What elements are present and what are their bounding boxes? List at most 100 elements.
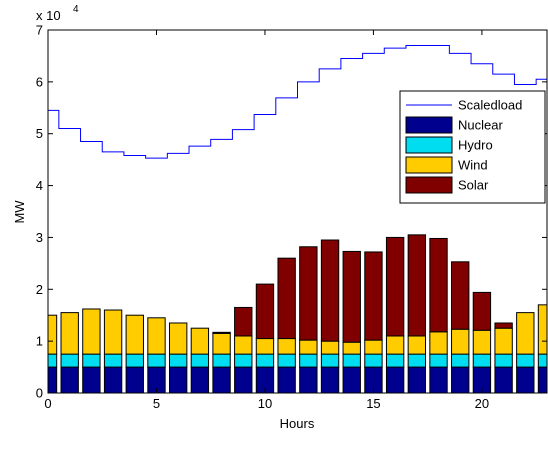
bar-hydro-17 [407,353,427,368]
bar-nuclear-4 [125,366,144,393]
y-axis-exponent-power: 4 [73,4,79,15]
bar-solar-15 [364,251,383,341]
plot-frame [47,29,548,394]
bar-hydro-20 [472,353,492,368]
bars-layer [48,234,547,393]
bar-nuclear-14 [342,366,361,393]
bar-wind-10 [255,338,275,355]
bar-nuclear-19 [451,366,470,393]
bar-nuclear-21 [494,366,513,393]
bar-hydro-16 [385,353,405,368]
bar-nuclear-23 [537,366,547,393]
bar-wind-21 [494,327,513,355]
bar-hydro-19 [451,353,470,368]
legend-label-wind: Wind [458,158,488,173]
bar-wind-14 [342,341,361,355]
bar-solar-16 [385,236,405,337]
y-tick-label: 1 [36,334,43,349]
bar-wind-16 [385,335,405,355]
bar-solar-18 [429,237,448,333]
x-tick-label: 5 [153,396,160,411]
bar-wind-18 [429,331,448,355]
load-line-layer [48,45,547,159]
bar-wind-13 [320,340,340,355]
bar-hydro-12 [299,353,318,368]
legend-label-nuclear: Nuclear [458,118,503,133]
bar-hydro-14 [342,353,361,368]
bar-nuclear-2 [82,366,101,393]
bar-nuclear-13 [320,366,340,393]
legend: Scaledload Nuclear Hydro Wind Solar [399,90,546,204]
bar-wind-8 [212,332,231,355]
y-tick-label: 0 [36,386,43,401]
bar-hydro-4 [125,353,144,368]
legend-label-hydro: Hydro [458,138,493,153]
bar-nuclear-12 [299,366,318,393]
bar-hydro-15 [364,353,383,368]
bar-nuclear-16 [385,366,405,393]
bar-nuclear-18 [429,366,448,393]
bar-solar-12 [299,246,318,341]
bar-solar-11 [277,257,296,340]
bar-nuclear-8 [212,366,231,393]
bar-hydro-18 [429,353,448,368]
bar-hydro-3 [103,353,123,368]
bar-solar-21 [494,322,513,329]
x-tick-label: 0 [44,396,51,411]
bar-wind-19 [451,328,470,355]
bar-nuclear-22 [516,366,535,393]
bar-wind-4 [125,314,144,355]
bar-solar-19 [451,261,470,330]
bar-hydro-7 [190,353,210,368]
legend-swatch-solar [405,176,453,194]
y-tick-label: 5 [36,126,43,141]
bar-wind-2 [82,308,101,355]
y-tick-label: 7 [36,23,43,38]
bar-wind-1 [60,312,79,355]
bar-nuclear-1 [60,366,79,393]
bar-hydro-9 [234,353,253,368]
bar-nuclear-0 [48,366,58,393]
legend-swatch-hydro [405,136,453,154]
bar-hydro-8 [212,353,231,368]
bar-wind-6 [169,322,188,355]
bar-nuclear-3 [103,366,123,393]
y-axis-label: MW [12,200,27,224]
bar-nuclear-11 [277,366,296,393]
legend-swatch-wind [405,156,453,174]
legend-label-solar: Solar [458,178,489,193]
bar-solar-10 [255,283,275,340]
bar-hydro-13 [320,353,340,368]
x-tick-label: 10 [258,396,272,411]
bar-wind-9 [234,335,253,355]
bar-wind-11 [277,338,296,355]
bar-solar-17 [407,234,427,337]
bar-solar-20 [472,291,492,331]
y-tick-label: 2 [36,282,43,297]
x-axis-label: Hours [280,416,315,431]
bar-hydro-23 [537,353,547,368]
bar-wind-3 [103,309,123,355]
legend-label-scaledload: Scaledload [458,98,522,113]
bar-nuclear-7 [190,366,210,393]
bar-wind-12 [299,339,318,355]
bar-hydro-11 [277,353,296,368]
bar-wind-20 [472,329,492,355]
bar-wind-23 [537,304,547,355]
x-tick-label: 15 [366,396,380,411]
y-tick-label: 6 [36,74,43,89]
bar-wind-7 [190,327,210,355]
bar-hydro-5 [147,353,166,368]
bar-hydro-6 [169,353,188,368]
bar-solar-9 [234,306,253,337]
y-tick-label: 4 [36,178,43,193]
x-tick-label: 20 [475,396,489,411]
bar-wind-5 [147,317,166,355]
bar-solar-13 [320,239,340,342]
bar-hydro-21 [494,353,513,368]
bar-wind-22 [516,312,535,355]
bar-wind-0 [48,314,58,355]
bar-wind-15 [364,339,383,355]
bar-nuclear-6 [169,366,188,393]
